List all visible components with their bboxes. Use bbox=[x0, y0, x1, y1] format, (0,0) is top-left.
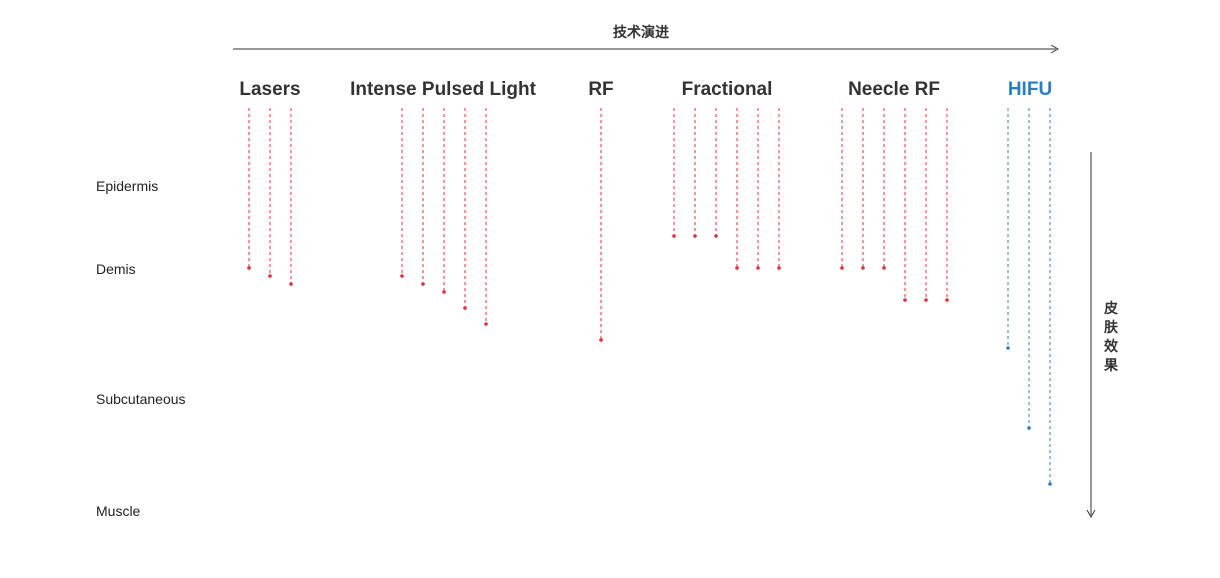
depth-endpoint bbox=[1048, 482, 1052, 486]
depth-endpoint bbox=[693, 234, 697, 238]
tech-label-needle-rf: Neecle RF bbox=[848, 79, 940, 100]
skin-effect-label: 皮 肤 效 果 bbox=[1101, 299, 1121, 375]
depth-endpoint bbox=[672, 234, 676, 238]
depth-endpoint bbox=[945, 298, 949, 302]
depth-endpoint bbox=[777, 266, 781, 270]
tech-label-rf: RF bbox=[588, 79, 614, 100]
depth-endpoint bbox=[400, 274, 404, 278]
depth-endpoint bbox=[1027, 426, 1031, 430]
depth-endpoint bbox=[882, 266, 886, 270]
depth-endpoint bbox=[714, 234, 718, 238]
skin-effect-char: 皮 bbox=[1104, 300, 1118, 316]
layer-label-dermis: Demis bbox=[96, 261, 136, 277]
technology-evolution-label: 技术演进 bbox=[613, 24, 669, 40]
depth-endpoint bbox=[599, 338, 603, 342]
skin-effect-char: 肤 bbox=[1104, 319, 1118, 335]
depth-endpoint bbox=[289, 282, 293, 286]
depth-endpoint bbox=[840, 266, 844, 270]
depth-endpoint bbox=[735, 266, 739, 270]
horizontal-arrow-head bbox=[1050, 44, 1060, 54]
skin-effect-char: 效 bbox=[1104, 338, 1118, 354]
depth-endpoint bbox=[756, 266, 760, 270]
tech-label-hifu: HIFU bbox=[1007, 79, 1053, 100]
depth-endpoint bbox=[421, 282, 425, 286]
depth-endpoint bbox=[268, 274, 272, 278]
depth-endpoint bbox=[1006, 346, 1010, 350]
layer-label-muscle: Muscle bbox=[96, 503, 141, 519]
tech-label-ipl: Intense Pulsed Light bbox=[350, 79, 536, 100]
depth-endpoint bbox=[247, 266, 251, 270]
depth-endpoint bbox=[903, 298, 907, 302]
vertical-arrow-head bbox=[1086, 509, 1096, 519]
depth-endpoint bbox=[484, 322, 488, 326]
depth-endpoint bbox=[442, 290, 446, 294]
layer-label-epidermis: Epidermis bbox=[96, 178, 159, 194]
skin-effect-char: 果 bbox=[1104, 357, 1118, 373]
depth-endpoint bbox=[861, 266, 865, 270]
tech-label-fractional: Fractional bbox=[681, 79, 773, 100]
layer-label-subcutaneous: Subcutaneous bbox=[96, 391, 186, 407]
depth-endpoint bbox=[924, 298, 928, 302]
depth-endpoint bbox=[463, 306, 467, 310]
depth-lines bbox=[247, 108, 1052, 486]
tech-label-lasers: Lasers bbox=[239, 79, 301, 100]
